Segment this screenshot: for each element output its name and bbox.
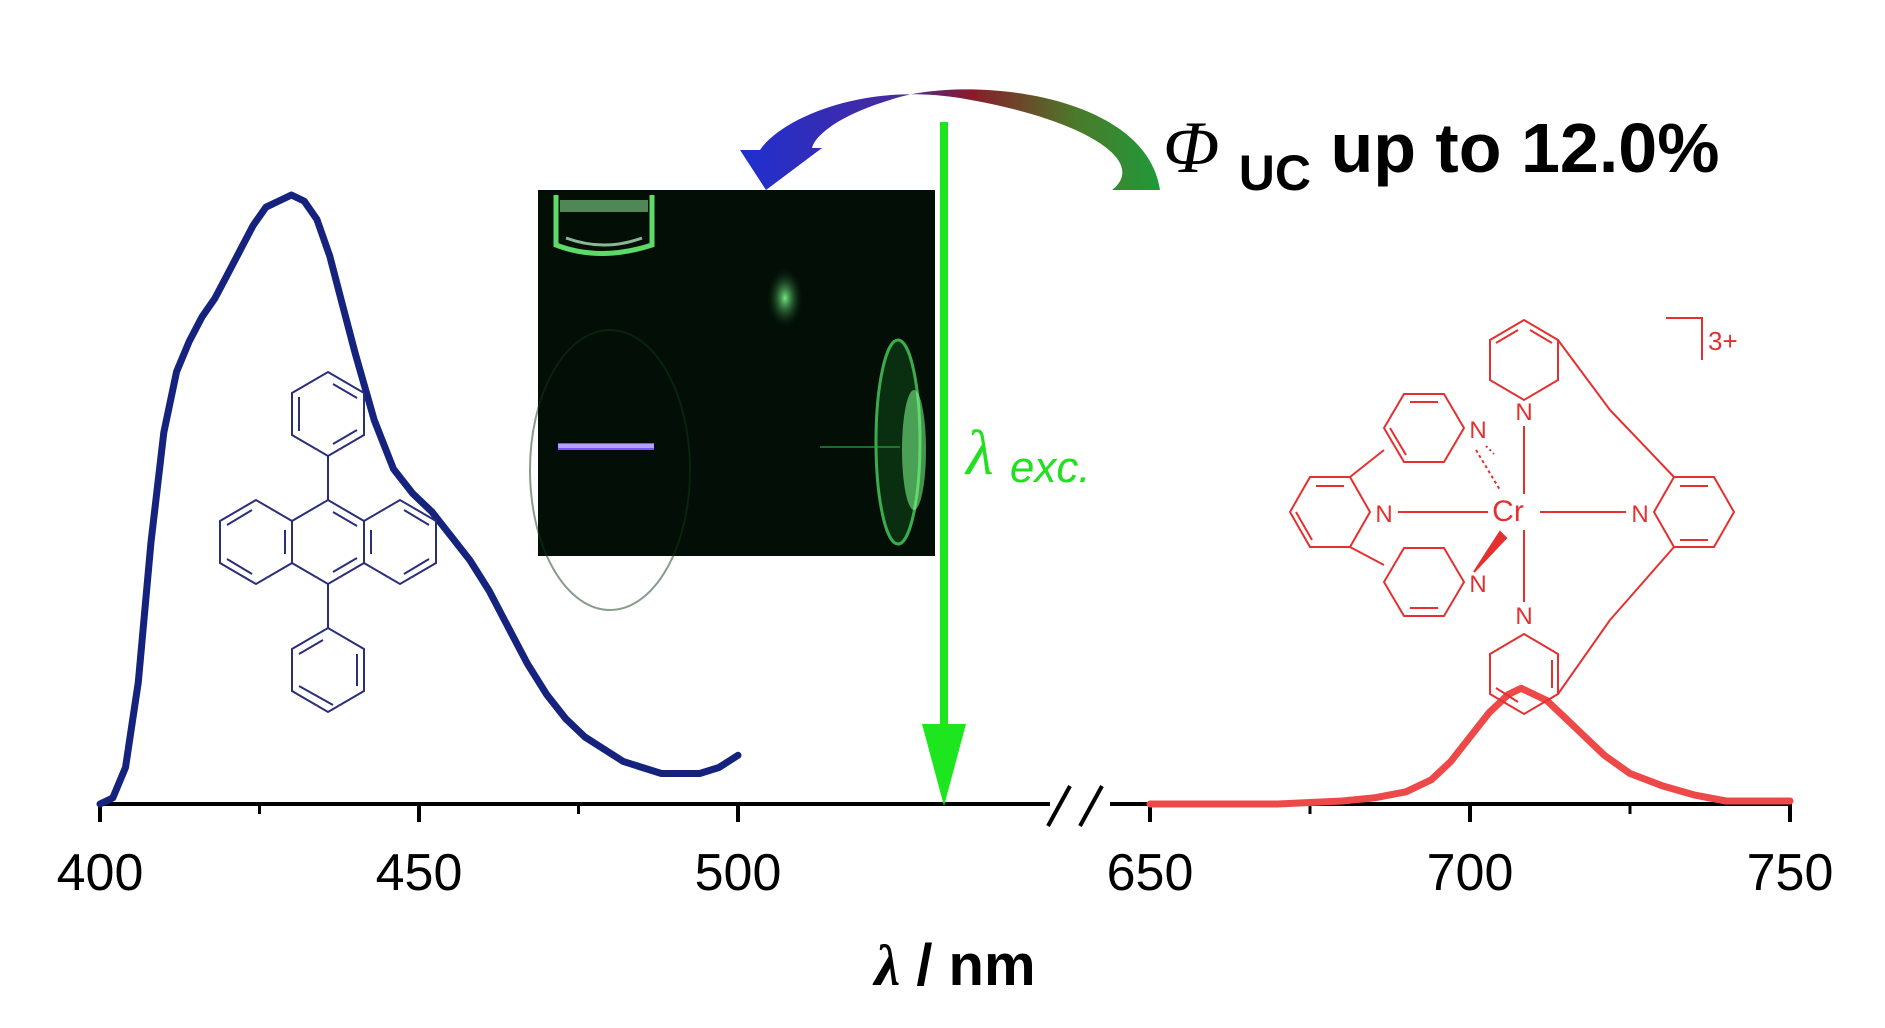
svg-text:N: N [1469,571,1486,598]
x-axis-title-symbol: λ [872,933,900,998]
series-line-red [1146,684,1794,808]
upconversion-curved-arrow [740,89,1160,190]
excitation-arrow-head [922,724,966,806]
svg-text:N: N [1375,501,1392,528]
phi-subscript: UC [1239,145,1311,201]
excitation-label: λ exc. [964,417,1091,492]
dpa-molecule-structure [219,370,437,714]
phi-symbol: Φ [1163,107,1219,189]
excitation-lambda: λ [964,417,994,488]
experiment-photo [529,190,935,611]
x-tick-label: 650 [1107,844,1194,902]
axis-break-mark [1046,785,1072,827]
x-axis-title: λ / nm [872,933,1035,998]
svg-text:N: N [1631,501,1648,528]
quantum-yield-headline: Φ UC up to 12.0% [1163,107,1719,205]
svg-text:N: N [1515,603,1532,630]
x-tick-label: 500 [695,844,782,902]
complex-charge: 3+ [1708,326,1738,356]
axis-break-mark [1078,785,1104,827]
x-axis: 400 450 500 650 700 750 [57,785,1834,902]
x-tick-label: 400 [57,844,144,902]
x-tick-label: 750 [1747,844,1834,902]
x-axis-title-unit: / nm [900,933,1035,998]
excitation-subscript: exc. [1010,443,1091,492]
cr-complex-structure: Cr N N N N N N [1288,317,1738,716]
svg-text:Cr: Cr [1492,495,1524,528]
svg-text:N: N [1469,417,1486,444]
x-tick-label: 700 [1427,844,1514,902]
headline-text: up to 12.0% [1330,109,1719,187]
series-layer [96,191,1794,808]
excitation-arrow [922,122,966,806]
svg-text:N: N [1515,399,1532,426]
x-tick-label: 450 [376,844,463,902]
series-line-blue [96,191,742,808]
